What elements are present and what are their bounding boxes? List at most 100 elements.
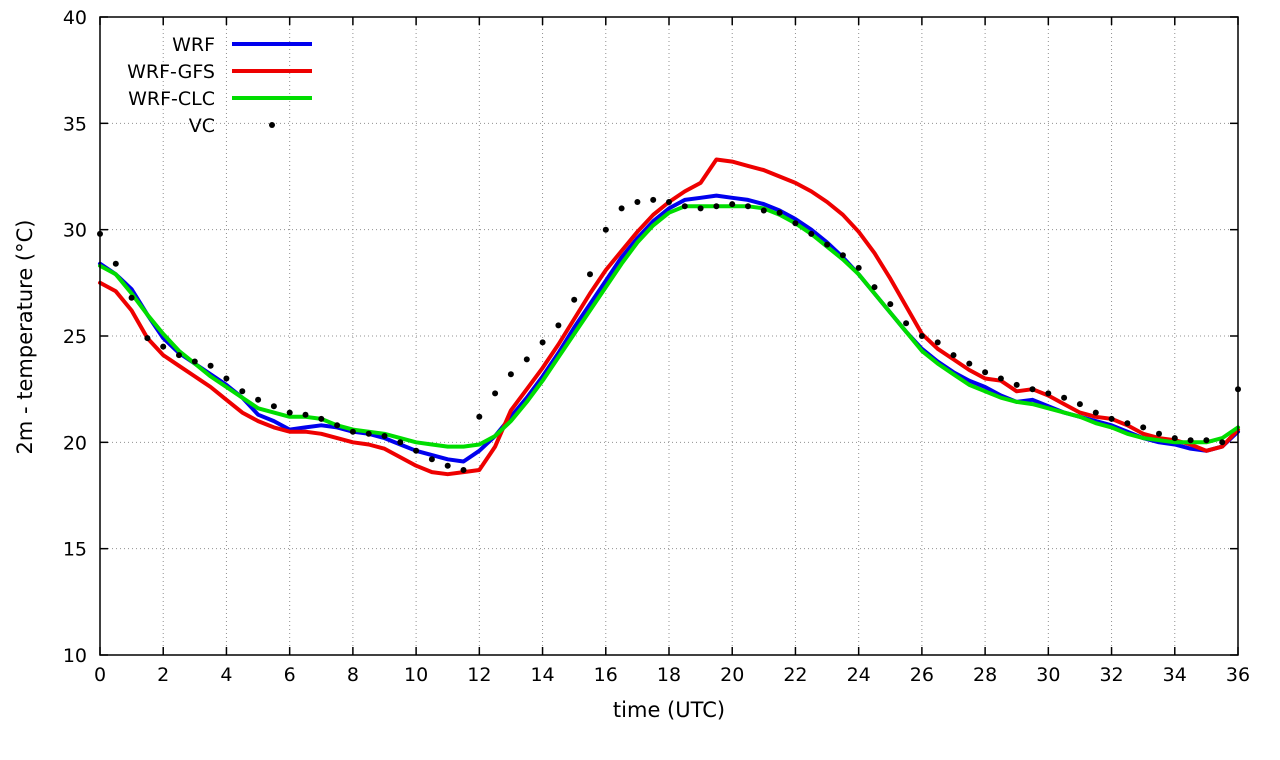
vc-data-point bbox=[760, 207, 767, 214]
vc-data-point bbox=[587, 271, 593, 278]
vc-data-point bbox=[523, 356, 530, 363]
vc-data-point bbox=[618, 205, 625, 212]
vc-data-point bbox=[697, 205, 704, 212]
vc-data-point bbox=[918, 333, 925, 339]
vc-data-point bbox=[160, 343, 167, 350]
vc-data-point bbox=[1061, 394, 1068, 401]
x-tick-label: 14 bbox=[530, 664, 554, 686]
x-tick-label: 12 bbox=[467, 664, 491, 686]
vc-data-point bbox=[460, 467, 467, 473]
vc-data-point bbox=[239, 388, 246, 395]
x-tick-label: 22 bbox=[783, 664, 807, 686]
x-tick-label: 28 bbox=[973, 664, 997, 686]
vc-data-point bbox=[349, 428, 356, 435]
vc-data-point bbox=[1045, 390, 1052, 397]
vc-data-point bbox=[286, 409, 293, 416]
vc-data-point bbox=[1013, 381, 1020, 388]
vc-data-point bbox=[1108, 415, 1115, 422]
vc-data-point bbox=[255, 396, 262, 403]
series-line-wrf bbox=[98, 193, 1240, 464]
vc-data-point bbox=[334, 422, 341, 429]
vc-data-point bbox=[191, 358, 198, 365]
vc-data-point bbox=[302, 411, 309, 418]
vc-data-point bbox=[112, 260, 119, 267]
x-tick-label: 8 bbox=[347, 664, 359, 686]
y-tick-label: 15 bbox=[63, 539, 87, 561]
vc-data-point bbox=[1092, 409, 1099, 416]
vc-data-point bbox=[855, 264, 862, 271]
legend-label-wrf-gfs: WRF-GFS bbox=[127, 61, 215, 83]
vc-data-point bbox=[966, 360, 973, 367]
y-axis-title: 2m - temperature (°C) bbox=[13, 219, 37, 455]
vc-data-point bbox=[1156, 430, 1162, 437]
vc-data-point bbox=[713, 203, 720, 210]
vc-data-point bbox=[934, 339, 941, 346]
vc-data-point bbox=[950, 352, 957, 359]
vc-data-point bbox=[997, 375, 1004, 382]
vc-data-point bbox=[207, 362, 214, 369]
vc-data-point bbox=[1203, 437, 1210, 444]
vc-data-point bbox=[1029, 386, 1036, 393]
vc-data-point bbox=[507, 371, 514, 378]
vc-data-point bbox=[745, 203, 751, 210]
vc-data-point bbox=[666, 199, 672, 205]
vc-data-point bbox=[270, 403, 277, 410]
x-tick-label: 30 bbox=[1036, 664, 1060, 686]
legend-marker-vc bbox=[269, 122, 275, 128]
vc-data-point bbox=[318, 415, 325, 422]
vc-data-point bbox=[1219, 439, 1226, 446]
vc-data-point bbox=[428, 456, 435, 463]
vc-data-point bbox=[792, 220, 799, 227]
y-tick-label: 20 bbox=[63, 432, 87, 454]
vc-data-point bbox=[824, 241, 831, 248]
x-tick-label: 32 bbox=[1099, 664, 1123, 686]
vc-data-point bbox=[128, 294, 135, 301]
vc-data-point bbox=[887, 301, 894, 308]
vc-data-point bbox=[871, 284, 878, 291]
vc-data-point bbox=[144, 335, 151, 342]
x-tick-label: 20 bbox=[720, 664, 744, 686]
x-tick-label: 4 bbox=[220, 664, 232, 686]
vc-data-point bbox=[397, 439, 404, 446]
x-tick-label: 34 bbox=[1163, 664, 1187, 686]
series-line-wrf-clc bbox=[98, 204, 1240, 449]
x-tick-label: 24 bbox=[847, 664, 871, 686]
vc-data-point bbox=[476, 413, 483, 420]
plot-border bbox=[99, 16, 1239, 656]
legend-label-wrf-clc: WRF-CLC bbox=[128, 88, 215, 110]
y-tick-label: 10 bbox=[63, 645, 87, 667]
x-axis-title: time (UTC) bbox=[612, 698, 726, 722]
vc-data-point bbox=[602, 226, 609, 233]
y-tick-label: 30 bbox=[63, 220, 87, 242]
vc-data-point bbox=[634, 199, 641, 205]
y-tick-label: 25 bbox=[63, 326, 87, 348]
vc-data-point bbox=[808, 230, 815, 237]
y-tick-label: 35 bbox=[63, 113, 87, 135]
vc-data-point bbox=[1171, 435, 1178, 442]
vc-data-point bbox=[381, 433, 388, 439]
vc-data-point bbox=[1076, 401, 1083, 408]
x-tick-label: 10 bbox=[404, 664, 428, 686]
legend-label-wrf: WRF bbox=[172, 34, 215, 56]
vc-data-point bbox=[444, 462, 451, 469]
vc-data-point bbox=[903, 320, 910, 327]
vc-data-point bbox=[776, 209, 783, 216]
vc-data-point bbox=[1124, 420, 1131, 427]
vc-data-point bbox=[571, 296, 578, 303]
x-tick-label: 0 bbox=[94, 664, 106, 686]
vc-data-point bbox=[223, 375, 230, 382]
vc-data-point bbox=[982, 369, 989, 376]
vc-data-point bbox=[729, 201, 736, 208]
vc-data-point bbox=[1187, 437, 1194, 444]
vc-data-point bbox=[839, 252, 846, 259]
vc-data-point bbox=[365, 430, 372, 437]
x-tick-label: 18 bbox=[657, 664, 681, 686]
vc-data-point bbox=[176, 352, 182, 359]
vc-data-point bbox=[1140, 424, 1147, 431]
x-tick-label: 6 bbox=[284, 664, 296, 686]
x-tick-label: 16 bbox=[594, 664, 618, 686]
vc-data-point bbox=[492, 390, 499, 397]
vc-data-point bbox=[539, 339, 546, 346]
